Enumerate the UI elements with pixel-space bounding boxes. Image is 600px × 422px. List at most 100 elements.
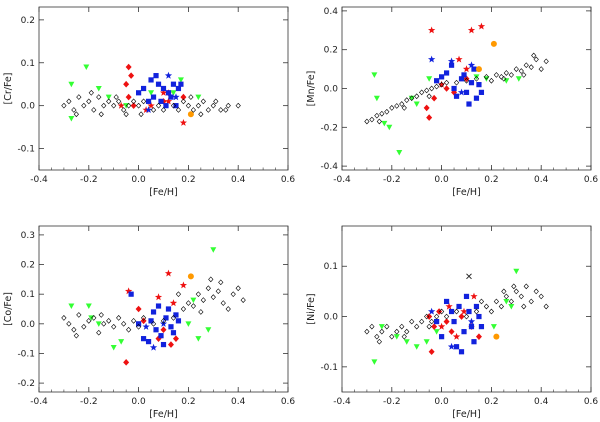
open-diamond-point	[188, 94, 194, 100]
blue-square-point	[178, 81, 184, 87]
open-diamond-point	[389, 105, 395, 111]
red-star-point	[470, 292, 478, 300]
open-diamond-point	[438, 81, 445, 88]
red-diamond-point	[475, 333, 482, 340]
blue-square-point	[434, 78, 440, 84]
y-tick-label: 0.1	[21, 59, 35, 69]
open-diamond-point	[61, 315, 67, 321]
red-diamond-point	[423, 104, 430, 112]
green-triangle-point	[205, 327, 212, 333]
open-diamond-point	[473, 75, 480, 82]
green-triangle-point	[110, 345, 117, 351]
blue-square-point	[150, 309, 157, 315]
open-diamond-point	[538, 66, 544, 72]
open-diamond-point	[76, 312, 82, 318]
red-diamond-point	[135, 305, 142, 313]
red-diamond-point	[140, 317, 147, 325]
open-diamond-point	[379, 328, 385, 335]
blue-square-point	[476, 313, 482, 320]
open-diamond-point	[394, 103, 400, 109]
x-tick-label: -0.2	[80, 397, 98, 407]
blue-star-point	[428, 55, 436, 63]
open-diamond-point	[180, 98, 187, 105]
orange-circle-point	[493, 333, 500, 340]
open-diamond-point	[106, 318, 112, 324]
open-diamond-point	[538, 293, 544, 300]
red-diamond-point	[123, 80, 130, 88]
green-triangle-point	[381, 120, 388, 127]
blue-square-point	[461, 72, 467, 78]
blue-square-point	[140, 85, 147, 92]
open-diamond-point	[376, 118, 382, 125]
red-diamond-point	[443, 318, 450, 325]
red-diamond-point	[426, 114, 433, 121]
open-diamond-point	[200, 297, 206, 303]
open-diamond-point	[478, 298, 485, 305]
open-diamond-point	[493, 298, 499, 305]
panel-1: -0.4 -0.2 0.0 0.2 0.4 0.6-0.10.00.10.2[Fe/H][…	[3, 6, 296, 198]
blue-square-point	[173, 312, 179, 318]
open-diamond-point	[170, 315, 177, 321]
open-diamond-point	[503, 70, 509, 76]
x-tick-label: 0.6	[584, 175, 599, 185]
x-tick-label: 0.2	[181, 175, 195, 185]
open-diamond-point	[220, 300, 226, 306]
green-triangle-point	[83, 64, 90, 71]
open-diamond-point	[424, 313, 430, 320]
open-diamond-point	[376, 338, 382, 345]
open-diamond-point	[66, 320, 72, 327]
open-diamond-point	[374, 333, 380, 340]
blue-square-point	[451, 85, 457, 92]
x-tick-label: 0.4	[534, 397, 549, 407]
open-diamond-point	[369, 116, 375, 123]
blue-square-point	[471, 339, 477, 345]
open-diamond-point	[426, 323, 432, 330]
open-diamond-point	[434, 313, 440, 320]
red-star-point	[462, 65, 471, 73]
open-diamond-point	[463, 77, 470, 84]
x-tick-label: 0.6	[281, 175, 296, 185]
open-diamond-point	[96, 94, 102, 100]
blue-square-point	[160, 341, 167, 348]
open-diamond-point	[116, 315, 122, 321]
blue-square-point	[158, 333, 164, 339]
open-diamond-point	[150, 320, 157, 327]
x-tick-label: -0.2	[383, 175, 401, 185]
open-diamond-point	[73, 332, 79, 339]
y-axis-label: [Ni/Fe]	[306, 293, 317, 324]
x-tick-label: 0.6	[584, 397, 599, 407]
open-diamond-point	[160, 318, 167, 324]
red-diamond-point	[448, 328, 455, 335]
open-diamond-point	[483, 303, 490, 310]
green-triangle-point	[413, 101, 420, 108]
blue-square-point	[439, 334, 445, 340]
red-diamond-point	[130, 102, 137, 109]
open-diamond-point	[531, 52, 537, 59]
open-diamond-point	[123, 111, 129, 118]
x-tick-label: 0.4	[534, 175, 549, 185]
red-star-point	[179, 119, 187, 126]
open-diamond-point	[131, 318, 137, 324]
red-diamond-point	[125, 63, 132, 71]
green-triangle-point	[68, 116, 75, 122]
open-diamond-point	[91, 107, 97, 113]
blue-star-point	[428, 307, 436, 315]
green-triangle-point	[513, 268, 520, 275]
open-diamond-point	[426, 93, 432, 100]
open-diamond-point	[76, 94, 82, 100]
blue-square-point	[170, 330, 177, 336]
red-diamond-point	[172, 335, 179, 342]
blue-square-point	[468, 80, 475, 86]
open-diamond-point	[175, 107, 182, 113]
x-tick-label: 0.0	[434, 175, 449, 185]
open-diamond-point	[190, 107, 196, 113]
blue-square-point	[165, 306, 172, 312]
blue-star-point	[447, 57, 456, 65]
open-diamond-point	[126, 326, 132, 333]
red-diamond-point	[125, 93, 132, 101]
open-diamond-point	[208, 276, 214, 283]
y-tick-label: 0.2	[21, 16, 35, 26]
open-diamond-point	[401, 333, 407, 340]
open-diamond-point	[521, 303, 527, 310]
blue-square-point	[163, 315, 169, 321]
